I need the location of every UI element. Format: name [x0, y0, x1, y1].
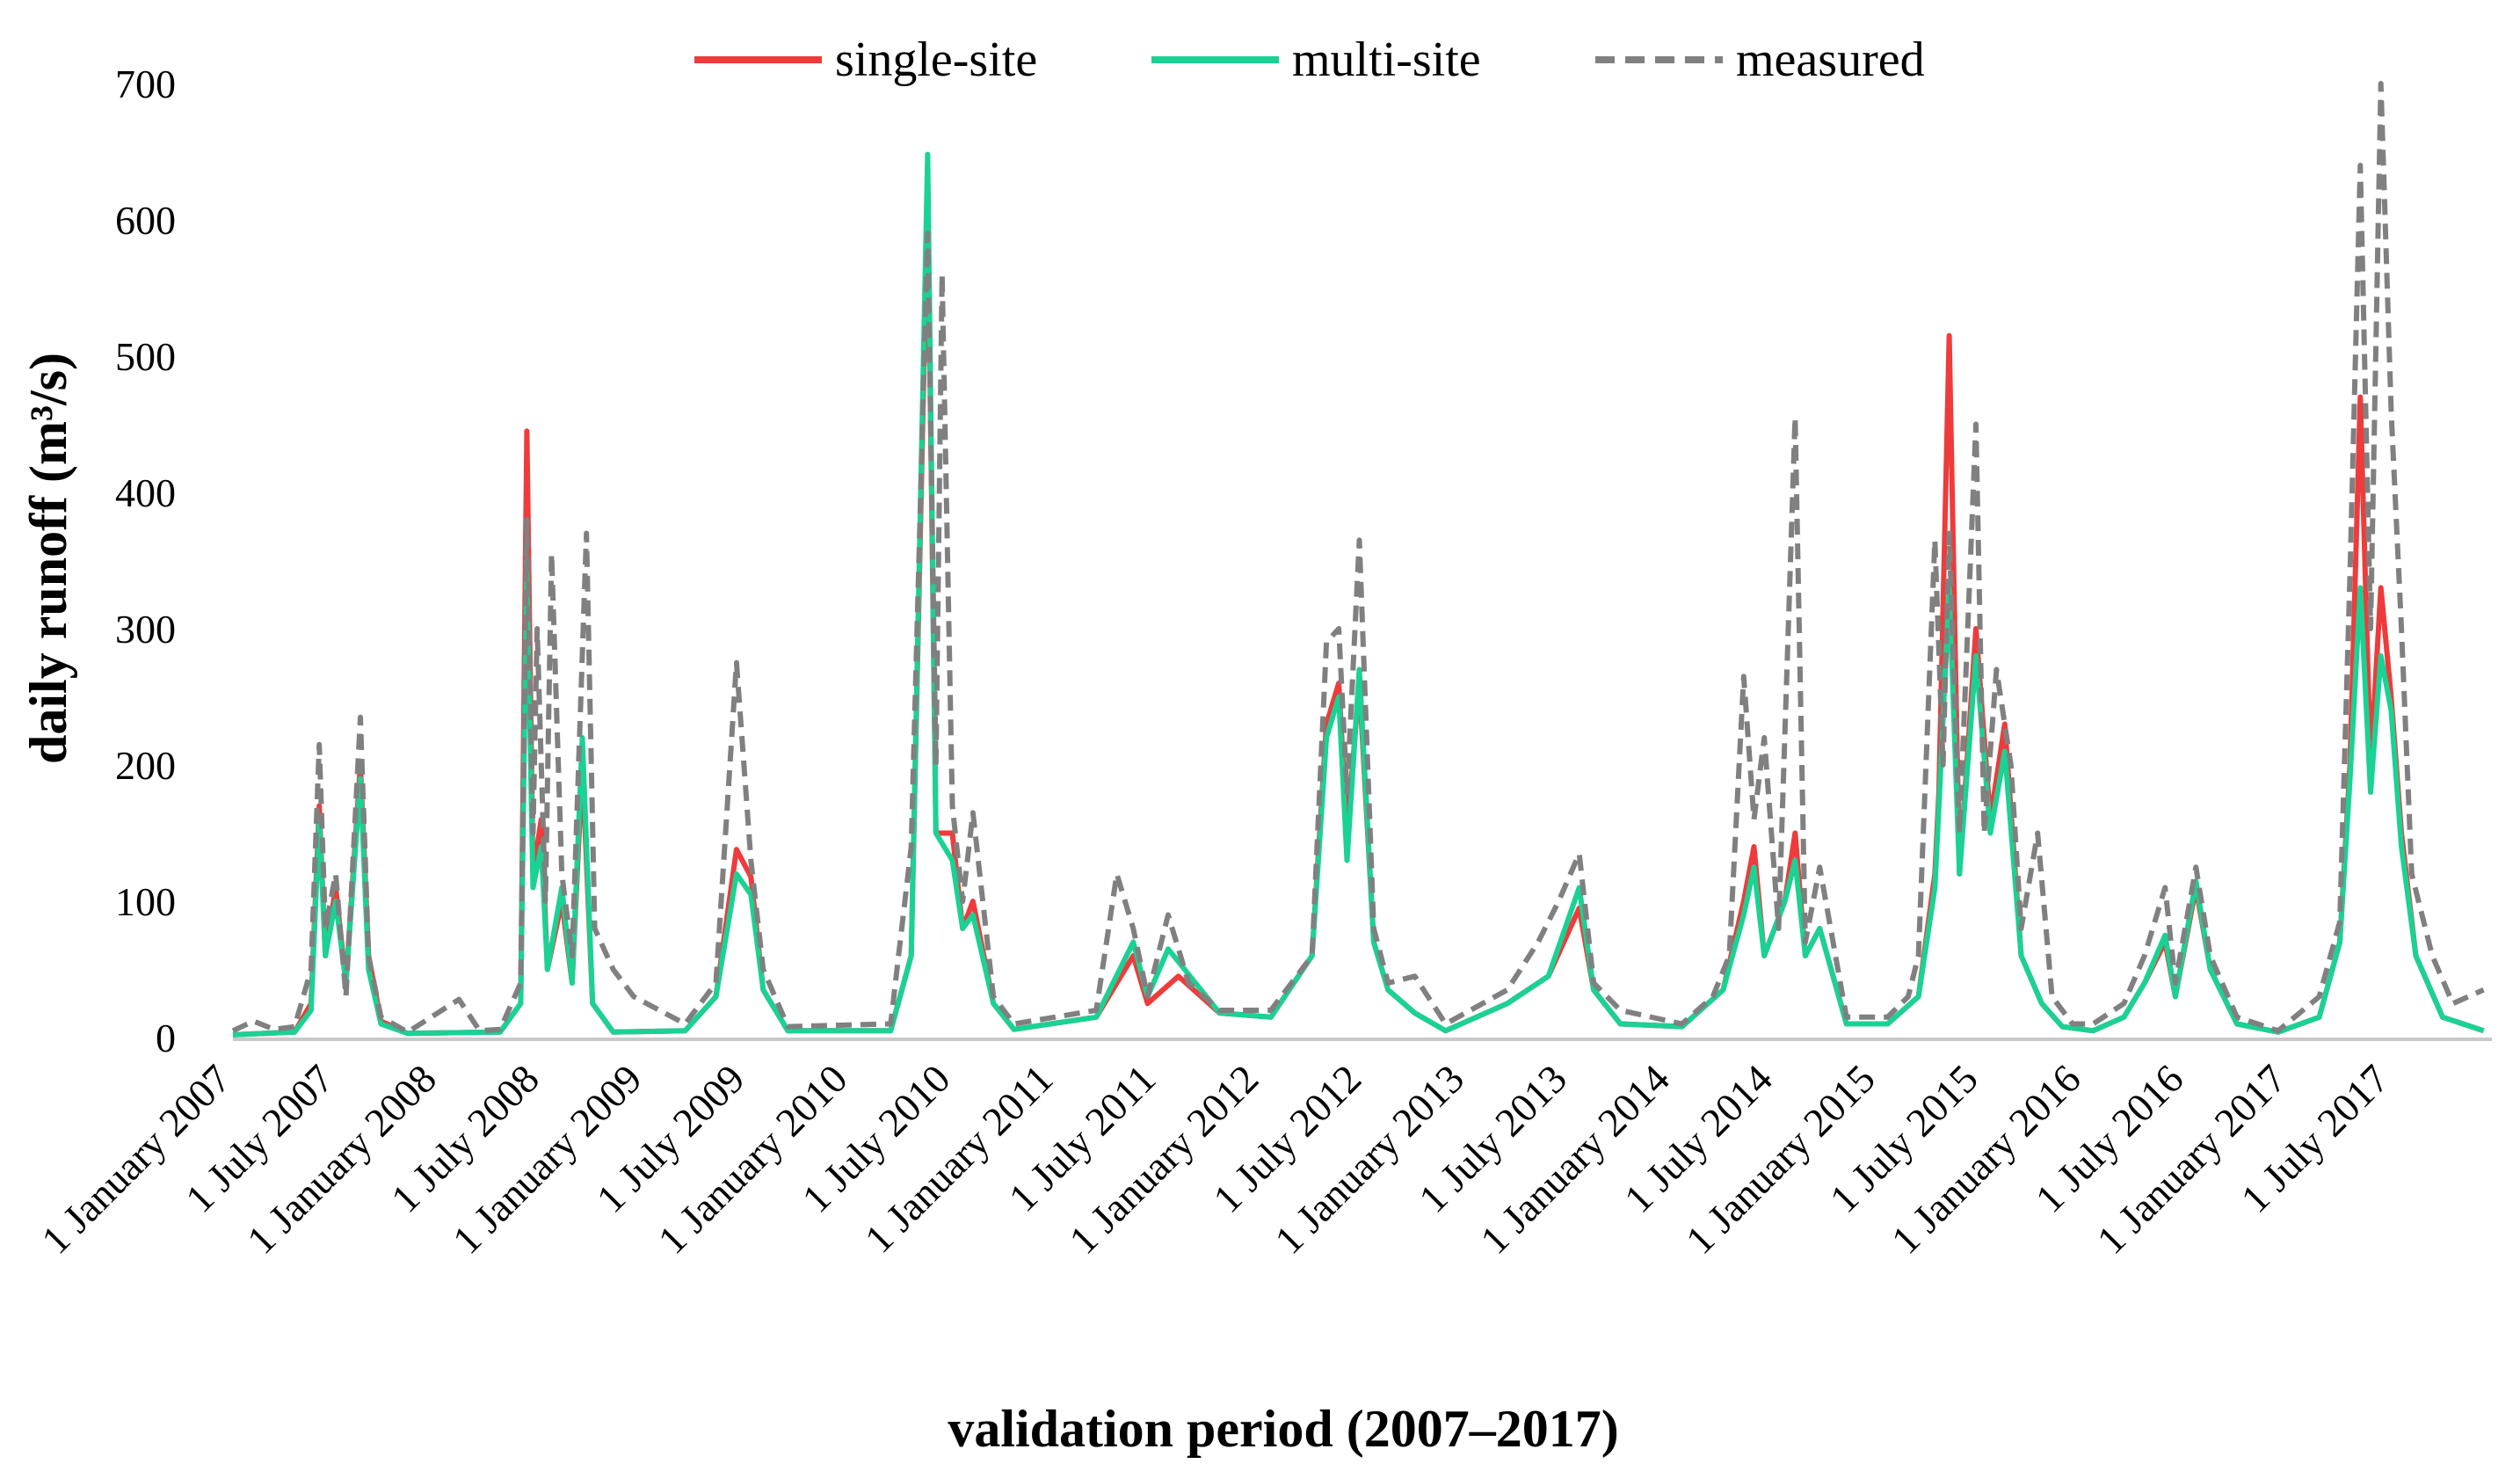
y-tick-label: 400	[115, 470, 176, 515]
legend-item-single-site: single-site	[694, 33, 1037, 87]
y-axis-title: daily runoff (m³/s)	[19, 353, 77, 764]
y-tick-label: 600	[115, 198, 176, 243]
y-tick-label: 200	[115, 743, 176, 788]
series-line-multi-site	[232, 151, 2485, 1038]
series-line-measured	[231, 81, 2485, 1035]
legend-label-measured: measured	[1736, 33, 1925, 87]
legend-item-multi-site: multi-site	[1151, 33, 1481, 87]
y-axis-ticks: 0 100 200 300 400 500 600 700	[115, 62, 176, 1060]
legend-label-single-site: single-site	[835, 33, 1037, 87]
series-layer	[231, 81, 2485, 1038]
legend-label-multi-site: multi-site	[1292, 33, 1481, 87]
y-tick-label: 700	[115, 62, 176, 106]
y-tick-label: 500	[115, 334, 176, 379]
y-tick-label: 100	[115, 879, 176, 924]
legend-item-measured: measured	[1595, 33, 1925, 87]
legend: single-site multi-site measured	[694, 33, 1925, 87]
x-axis-title: validation period (2007–2017)	[948, 1400, 1618, 1458]
y-tick-label: 0	[156, 1016, 176, 1060]
y-tick-label: 300	[115, 607, 176, 652]
